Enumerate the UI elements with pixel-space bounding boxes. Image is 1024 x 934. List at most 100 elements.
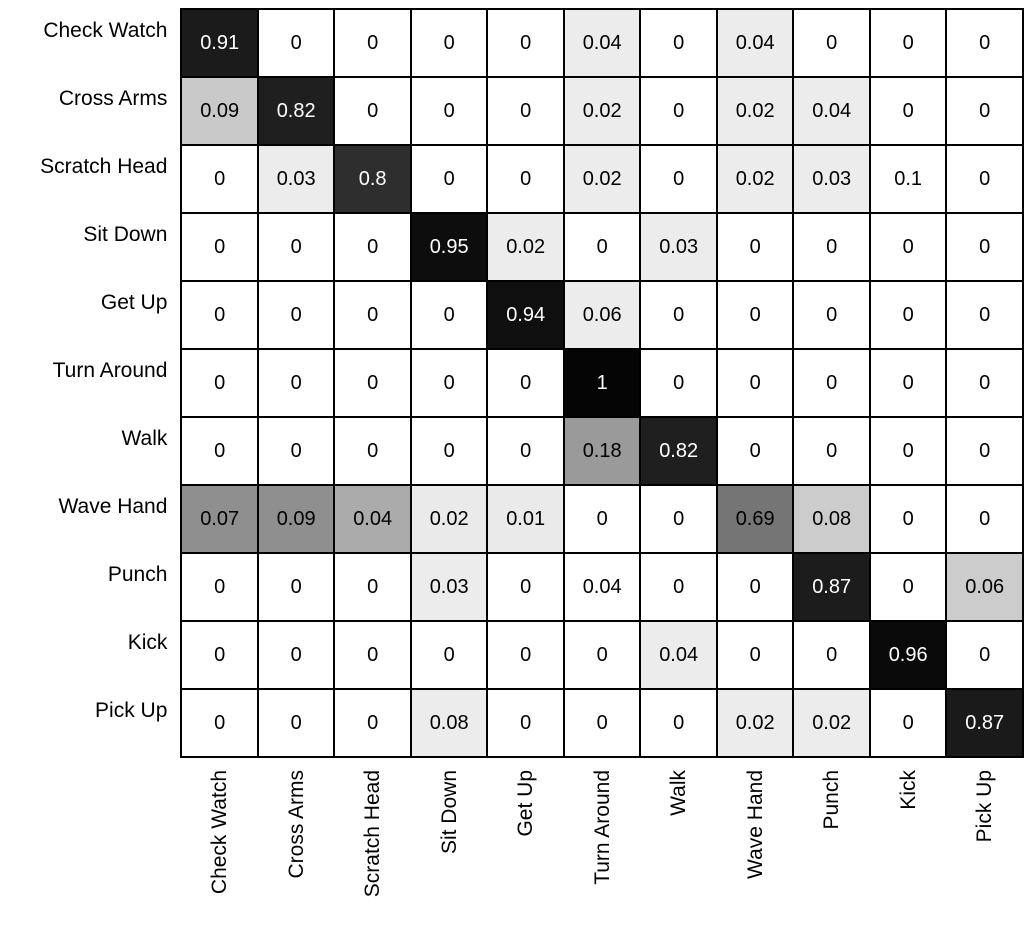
column-label-cell: Pick Up [946,757,1023,929]
matrix-cell: 0 [409,348,489,418]
matrix-cell: 0.91 [180,8,259,78]
matrix-cell: 0 [333,552,412,622]
matrix-cell: 0.02 [562,76,642,146]
matrix-cell: 0 [256,688,336,758]
matrix-cell: 0.02 [486,212,565,282]
matrix-cell: 0 [792,620,871,690]
matrix-cell: 0 [639,8,718,78]
matrix-row: Wave Hand 0.07 0.09 0.04 0.02 0.01 0 0 0.69 0.08 0… [0,484,1024,554]
matrix-cell: 0.04 [792,76,871,146]
matrix-cell: 0 [409,144,489,214]
row-label: Get Up [100,291,168,314]
column-labels-row: Check Watch Cross Arms Scratch Head Sit Dow… [0,757,1023,929]
matrix-cell: 0 [562,212,642,282]
matrix-cell: 0 [409,620,489,690]
matrix-cell: 0 [486,416,565,486]
matrix-row: Sit Down 0 0 0 0.95 0.02 0 0.03 0 0 0 0 [0,212,1024,282]
matrix-cell: 0 [639,76,718,146]
matrix-cell: 0 [486,8,565,78]
matrix-cell: 0 [639,348,718,418]
matrix-cell: 0.69 [715,484,795,554]
matrix-cell: 0 [333,620,412,690]
matrix-cell: 0 [486,348,565,418]
matrix-cell: 0 [333,280,412,350]
column-label: Sit Down [437,770,461,855]
matrix-cell: 0 [256,416,336,486]
matrix-cell: 0 [868,688,948,758]
matrix-cell: 0 [868,212,948,282]
matrix-cell: 0 [945,620,1024,690]
column-label: Scratch Head [361,770,385,898]
row-label: Walk [121,427,168,450]
column-label: Check Watch [208,770,232,895]
row-label: Check Watch [43,19,168,42]
matrix-cell: 0.09 [256,484,336,554]
matrix-cell: 0 [180,416,259,486]
matrix-cell: 0 [945,212,1024,282]
matrix-cell: 0 [256,212,336,282]
matrix-row: Pick Up 0 0 0 0.08 0 0 0 0.02 0.02 0 0.87 [0,688,1024,758]
row-label: Pick Up [95,699,168,722]
matrix-cell: 0 [868,484,948,554]
matrix-cell: 0 [562,620,642,690]
row-label: Sit Down [83,223,168,246]
matrix-cell: 0 [639,552,718,622]
matrix-cell: 0.03 [409,552,489,622]
matrix-cell: 0 [486,552,565,622]
matrix-cell: 0 [409,280,489,350]
matrix-row: Punch 0 0 0 0.03 0 0.04 0 0 0.87 0 0.06 [0,552,1024,622]
matrix-cell: 0 [333,76,412,146]
matrix-cell: 0.96 [868,620,948,690]
matrix-cell: 0 [409,416,489,486]
matrix-cell: 0 [715,620,795,690]
row-label: Punch [107,563,168,586]
matrix-cell: 0.01 [486,484,565,554]
matrix-cell: 0.06 [562,280,642,350]
matrix-cell: 0.08 [409,688,489,758]
row-label: Turn Around [52,359,168,382]
matrix-cell: 0 [180,348,259,418]
matrix-cell: 0 [639,144,718,214]
matrix-cell: 0 [180,688,259,758]
matrix-row: Walk 0 0 0 0 0 0.18 0.82 0 0 0 0 [0,416,1024,486]
matrix-cell: 0 [409,8,489,78]
matrix-cell: 0 [333,8,412,78]
matrix-cell: 0 [715,212,795,282]
matrix-cell: 0 [180,212,259,282]
matrix-cell: 0.07 [180,484,259,554]
matrix-cell: 0 [792,280,871,350]
matrix-cell: 0.02 [715,76,795,146]
column-label: Cross Arms [284,770,308,879]
matrix-cell: 0 [562,688,642,758]
matrix-cell: 0.08 [792,484,871,554]
matrix-cell: 0 [333,416,412,486]
column-label-cell: Kick [870,757,947,929]
matrix-cell: 0 [639,484,718,554]
matrix-cell: 0 [256,620,336,690]
matrix-row: Get Up 0 0 0 0 0.94 0.06 0 0 0 0 0 [0,280,1024,350]
matrix-cell: 0.82 [639,416,718,486]
matrix-cell: 0 [945,416,1024,486]
column-label: Get Up [514,770,538,837]
confusion-matrix: Check Watch 0.91 0 0 0 0 0.04 0 0.04 0 0 0 Cross Arm… [0,8,1024,929]
matrix-cell: 0 [868,76,948,146]
matrix-cell: 0.06 [945,552,1024,622]
matrix-cell: 0.04 [333,484,412,554]
matrix-cell: 0 [945,280,1024,350]
matrix-cell: 0 [486,620,565,690]
matrix-row: Check Watch 0.91 0 0 0 0 0.04 0 0.04 0 0 0 [0,8,1024,78]
matrix-cell: 0.87 [945,688,1024,758]
column-label: Kick [896,770,920,810]
matrix-cell: 0 [180,552,259,622]
column-label-cell: Check Watch [181,757,258,929]
column-label: Pick Up [973,770,997,843]
column-label: Turn Around [590,770,614,885]
matrix-cell: 0 [256,8,336,78]
matrix-cell: 0 [868,8,948,78]
column-label-cell: Scratch Head [334,757,411,929]
matrix-cell: 0.03 [792,144,871,214]
column-label-cell: Get Up [487,757,564,929]
matrix-cell: 0.04 [562,8,642,78]
matrix-cell: 0.09 [180,76,259,146]
